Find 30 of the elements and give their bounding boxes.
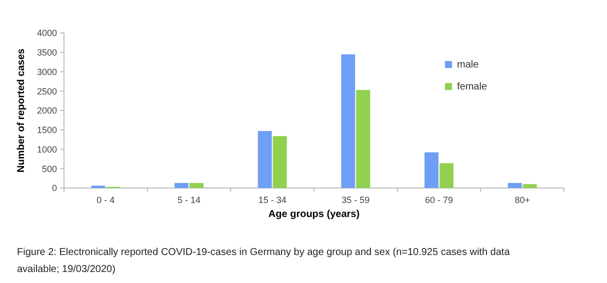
y-tick-label: 1500: [36, 125, 57, 136]
bar: [440, 163, 454, 188]
x-tick-label: 5 - 14: [177, 195, 201, 205]
bar: [508, 182, 522, 188]
caption: Figure 2: Electronically reported COVID-19-cases in Germany by age group and sex (n=10.925 cases with data available; 19/03/2020): [17, 247, 510, 275]
y-tick-label: 500: [42, 164, 57, 174]
bar: [424, 152, 438, 188]
y-tick-label: 0: [52, 183, 57, 194]
x-tick-label: 15 - 34: [258, 195, 286, 205]
bar: [522, 184, 537, 188]
bar: [272, 136, 287, 188]
legend-label: male: [457, 60, 480, 70]
bar: [190, 182, 204, 188]
y-tick-label: 2000: [36, 106, 57, 116]
x-tick-label: 60 - 79: [424, 195, 454, 205]
y-tick-label: 3500: [36, 48, 57, 58]
legend-label: female: [457, 82, 488, 92]
bar: [258, 131, 272, 188]
y-tick-label: 2500: [36, 86, 57, 96]
y-tick-label: 3000: [36, 66, 57, 77]
y-tick-label: 4000: [36, 28, 57, 38]
y-tick-label: 1000: [36, 144, 57, 154]
y-axis-title: Number of reported cases: [16, 48, 27, 172]
x-tick-label: 0 - 4: [96, 195, 115, 205]
bar: [174, 182, 188, 188]
bar: [341, 54, 356, 188]
x-axis-title: Age groups (years): [268, 209, 360, 220]
bar: [356, 90, 370, 188]
x-tick-label: 35 - 59: [342, 195, 370, 205]
x-tick-label: 80+: [514, 195, 530, 205]
